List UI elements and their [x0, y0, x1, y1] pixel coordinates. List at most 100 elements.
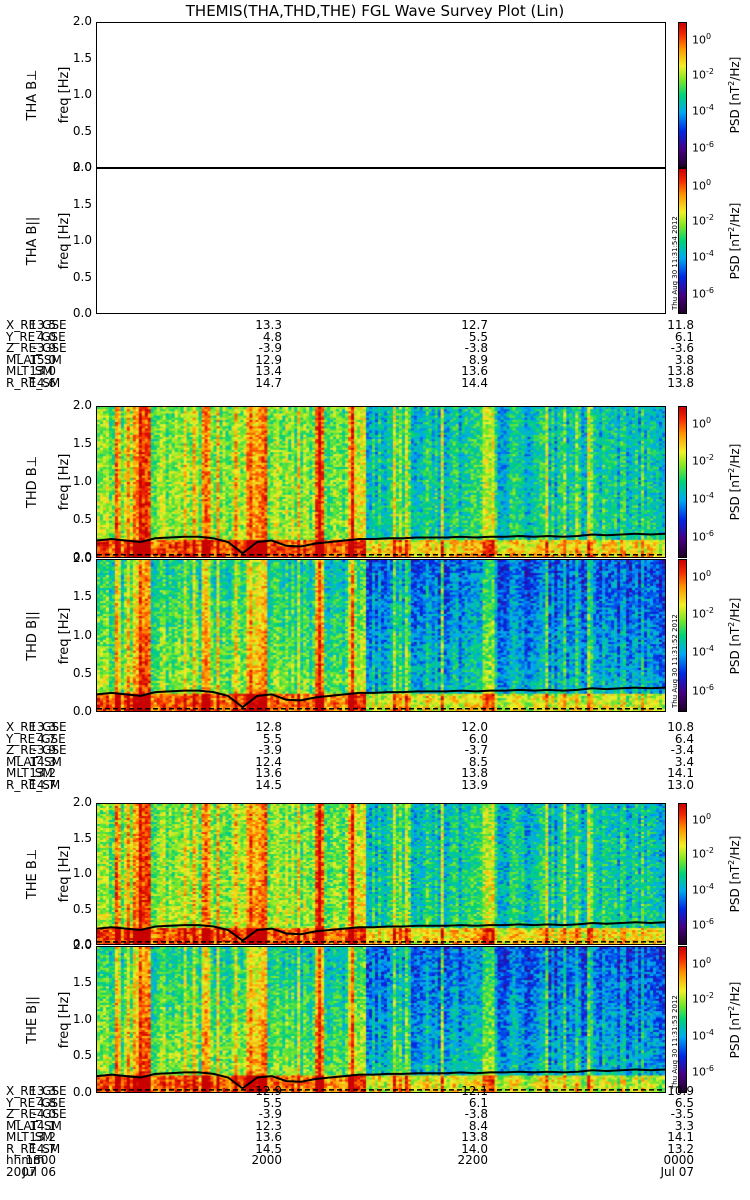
y-tick-label: 1.5 [72, 974, 92, 989]
ephemeris-value: 5.5 [262, 731, 282, 746]
ephemeris-label: Y_RE_GSE [6, 1095, 66, 1110]
spectrogram-panel-thd-bperp [96, 406, 666, 558]
y-tick-label: 2.0 [72, 14, 92, 28]
ephemeris-value: 12.9 [255, 1084, 282, 1098]
y-tick-label: 0.0 [72, 306, 92, 320]
y-tick-label: 0.5 [72, 1048, 92, 1063]
ephemeris-value: 13.0 [667, 777, 694, 792]
ephemeris-row: MLAT_SM 15.0 12.9 8.9 3.8 [0, 352, 694, 367]
panel-label: THA B⊥ [25, 69, 40, 121]
ephemeris-value: Jul 06 [22, 1164, 56, 1179]
y-tick-label: 0.5 [72, 901, 92, 916]
ephemeris-value: 6.0 [468, 731, 488, 746]
ephemeris-label: 2007 [6, 1164, 37, 1179]
y-tick-label: 2.0 [72, 551, 92, 565]
ephemeris-table-the: X_RE_GSE 13.3 12.9 12.1 10.9 Y_RE_GSE 4.8 5.5 6.… [0, 1084, 694, 1179]
gyrofrequency-line [97, 532, 665, 555]
ephemeris-label: MLT_SM [6, 1130, 53, 1144]
colorbar [678, 946, 687, 1093]
overlay-lines [97, 1068, 665, 1091]
ephemeris-row: Y_RE_GSE 4.0 4.8 5.5 6.1 [0, 329, 694, 344]
ephemeris-value: 14.1 [29, 1118, 56, 1133]
ephemeris-value: 14.6 [29, 375, 56, 390]
ephemeris-value: 5.5 [262, 1095, 282, 1110]
ephemeris-value: 6.1 [674, 329, 694, 344]
y-tick-label: 1.0 [72, 1011, 92, 1026]
y-tick-label: 2.0 [72, 938, 92, 952]
ephemeris-value: 14.5 [255, 1141, 282, 1156]
colorbar-tick-label: 100 [692, 955, 712, 971]
ephemeris-value: 4.0 [36, 329, 56, 344]
timestamp-stamp: Thu Aug 30 11:31:52 2012 [671, 614, 679, 708]
ephemeris-label: R_RE_SM [6, 1141, 61, 1156]
overlay-lines [97, 921, 665, 943]
colorbar-tick-label: 10-4 [692, 881, 714, 897]
colorbar-label: PSD [nT2/Hz] [727, 597, 742, 674]
ephemeris-value: -3.5 [670, 1107, 694, 1121]
ephemeris-value: 13.8 [667, 375, 694, 390]
ephemeris-value: 14.1 [667, 766, 694, 780]
ephemeris-value: 13.2 [29, 1130, 56, 1144]
y-tick-label: 1.0 [72, 866, 92, 880]
ephemeris-row: Y_RE_GSE 4.7 5.5 6.0 6.4 [0, 731, 694, 746]
ephemeris-value: 14.1 [667, 1130, 694, 1144]
y-tick-label: 1.0 [72, 233, 92, 247]
colorbar-label: PSD [nT2/Hz] [727, 443, 742, 521]
gyrofrequency-line [97, 921, 665, 942]
colorbar-label: PSD [nT2/Hz] [727, 835, 742, 913]
ephemeris-value: -4.0 [32, 1107, 56, 1121]
ephemeris-value: -3.8 [464, 341, 488, 355]
y-tick-label: 1.0 [72, 87, 92, 101]
ephemeris-label: MLAT_SM [6, 754, 62, 769]
ephemeris-value: 3.8 [674, 352, 694, 367]
spectrogram-image [97, 947, 665, 1092]
ephemeris-label: Z_RE_GSE [6, 341, 67, 355]
ephemeris-value: 12.8 [255, 720, 282, 734]
y-axis-unit-label: freq [Hz] [57, 453, 72, 511]
colorbar-tick-label: 100 [692, 812, 712, 827]
colorbar-tick-label: 10-2 [692, 846, 714, 861]
y-tick-label: 1.5 [72, 589, 92, 604]
ephemeris-value: 3.4 [674, 754, 694, 769]
ephemeris-row: Z_RE_GSE -4.0 -3.9 -3.8 -3.5 [0, 1107, 694, 1121]
timestamp-stamp: Thu Aug 30 11:31:54 2012 [671, 216, 679, 310]
y-axis-unit-label: freq [Hz] [57, 991, 72, 1048]
y-tick-label: 1.5 [72, 436, 92, 450]
colorbar-tick-label: 10-2 [692, 606, 714, 621]
ephemeris-value: 4.8 [262, 329, 282, 344]
ephemeris-value: 14.7 [29, 1141, 56, 1156]
ephemeris-value: 12.9 [255, 352, 282, 367]
ephemeris-value: -3.9 [258, 743, 282, 757]
y-tick-label: 0.5 [72, 512, 92, 526]
gyrofrequency-line [97, 686, 665, 709]
ephemeris-label: hhmm [6, 1153, 45, 1167]
colorbar [678, 22, 687, 168]
ephemeris-label: X_RE_GSE [6, 318, 67, 332]
overlay-lines [97, 532, 665, 556]
ephemeris-value: 8.5 [468, 754, 488, 769]
y-tick-label: 0.0 [72, 550, 92, 564]
ephemeris-label: MLAT_SM [6, 352, 62, 367]
ephemeris-value: 14.5 [255, 777, 282, 792]
ephemeris-value: 5.5 [468, 329, 488, 344]
ephemeris-value: 14.4 [461, 375, 488, 390]
colorbar [678, 168, 687, 314]
ephemeris-label: X_RE_GSE [6, 1084, 67, 1098]
ephemeris-label: R_RE_SM [6, 375, 61, 390]
ephemeris-value: -3.8 [464, 1107, 488, 1121]
chart-title: THEMIS(THA,THD,THE) FGL Wave Survey Plot… [185, 2, 565, 20]
ephemeris-row: X_RE_GSE 13.5 13.3 12.7 11.8 [0, 318, 694, 332]
ephemeris-value: -3.9 [32, 341, 56, 355]
ephemeris-label: Z_RE_GSE [6, 743, 67, 757]
colorbar [678, 559, 687, 712]
colorbar-tick-label: 10-2 [692, 212, 714, 228]
ephemeris-value: -3.7 [464, 743, 488, 757]
spectrogram-panel-tha-bpar [96, 168, 666, 314]
panel-label: THA B|| [25, 216, 40, 266]
colorbar-tick-label: 10-6 [692, 1064, 714, 1080]
ephemeris-value: 14.3 [29, 754, 56, 769]
y-axis-unit-label: freq [Hz] [57, 607, 72, 664]
gyrofrequency-line [97, 1068, 665, 1090]
y-tick-label: 0.5 [72, 269, 92, 284]
colorbar-tick-label: 10-2 [692, 66, 714, 82]
